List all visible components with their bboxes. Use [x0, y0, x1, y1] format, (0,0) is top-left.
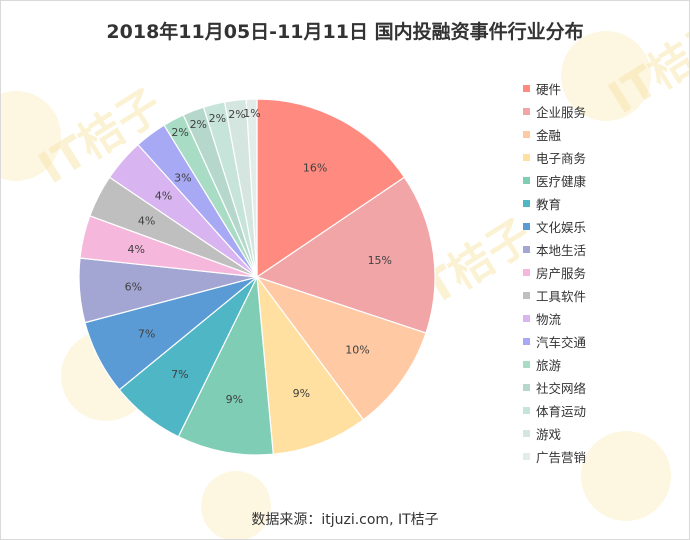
legend-swatch [523, 453, 530, 460]
legend-swatch [523, 154, 530, 161]
legend-item: 游戏 [523, 422, 586, 445]
legend-label: 旅游 [536, 358, 562, 373]
legend-label: 汽车交通 [536, 335, 587, 350]
legend-item: 广告营销 [523, 445, 586, 468]
legend-swatch [523, 430, 530, 437]
pie-data-label: 4% [155, 190, 172, 203]
legend-label: 广告营销 [536, 450, 587, 465]
legend-label: 社交网络 [536, 381, 587, 396]
legend-swatch [523, 269, 530, 276]
pie-data-label: 2% [171, 126, 188, 139]
legend-label: 金融 [536, 128, 562, 143]
pie-slice-2 [255, 176, 436, 334]
legend-label: 工具软件 [536, 289, 587, 304]
chart-legend: 硬件企业服务金融电子商务医疗健康教育文化娱乐本地生活房产服务工具软件物流汽车交通… [523, 77, 586, 468]
legend-label: 游戏 [536, 427, 562, 442]
legend-label: 房产服务 [536, 266, 587, 281]
legend-label: 硬件 [536, 82, 562, 97]
legend-item: 硬件 [523, 77, 586, 100]
legend-label: 教育 [536, 197, 562, 212]
legend-item: 企业服务 [523, 100, 586, 123]
legend-item: 医疗健康 [523, 169, 586, 192]
legend-item: 本地生活 [523, 238, 586, 261]
pie-data-label: 6% [125, 280, 142, 293]
legend-label: 企业服务 [536, 105, 587, 120]
legend-swatch [523, 361, 530, 368]
source-note: 数据来源：itjuzi.com, IT桔子 [251, 512, 439, 528]
legend-swatch [523, 108, 530, 115]
pie-data-label: 4% [138, 215, 155, 228]
legend-label: 物流 [536, 312, 562, 327]
legend-item: 社交网络 [523, 376, 586, 399]
legend-item: 电子商务 [523, 146, 586, 169]
pie-slice-5 [177, 274, 274, 456]
legend-label: 医疗健康 [536, 174, 587, 189]
legend-swatch [523, 246, 530, 253]
pie-data-label: 9% [226, 393, 243, 406]
legend-swatch [523, 292, 530, 299]
pie-data-label: 7% [138, 328, 155, 341]
legend-label: 文化娱乐 [536, 220, 587, 235]
legend-item: 汽车交通 [523, 330, 586, 353]
pie-data-label: 16% [303, 162, 327, 175]
pie-slice-1 [256, 98, 406, 279]
legend-item: 体育运动 [523, 399, 586, 422]
legend-item: 物流 [523, 307, 586, 330]
legend-swatch [523, 315, 530, 322]
legend-item: 教育 [523, 192, 586, 215]
pie-data-label: 15% [368, 254, 392, 267]
legend-item: 金融 [523, 123, 586, 146]
pie-data-label: 4% [127, 243, 144, 256]
pie-data-label: 7% [171, 368, 188, 381]
pie-data-label: 2% [190, 118, 207, 131]
legend-swatch [523, 177, 530, 184]
pie-slice-3 [255, 275, 427, 421]
legend-swatch [523, 85, 530, 92]
pie-data-label: 9% [293, 387, 310, 400]
legend-label: 电子商务 [536, 151, 587, 166]
pie-data-label: 1% [243, 107, 260, 120]
pie-slice-4 [256, 274, 365, 455]
legend-swatch [523, 200, 530, 207]
legend-label: 本地生活 [536, 243, 587, 258]
pie-slice-17 [245, 98, 258, 278]
legend-item: 工具软件 [523, 284, 586, 307]
legend-item: 旅游 [523, 353, 586, 376]
legend-swatch [523, 131, 530, 138]
legend-swatch [523, 223, 530, 230]
pie-data-label: 3% [174, 172, 191, 185]
legend-swatch [523, 338, 530, 345]
pie-data-label: 2% [228, 108, 245, 121]
legend-swatch [523, 407, 530, 414]
legend-swatch [523, 384, 530, 391]
pie-data-label: 10% [345, 344, 369, 357]
legend-item: 文化娱乐 [523, 215, 586, 238]
pie-data-label: 2% [209, 112, 226, 125]
legend-label: 体育运动 [536, 404, 587, 419]
chart-title: 2018年11月05日-11月11日 国内投融资事件行业分布 [106, 21, 584, 43]
legend-item: 房产服务 [523, 261, 586, 284]
